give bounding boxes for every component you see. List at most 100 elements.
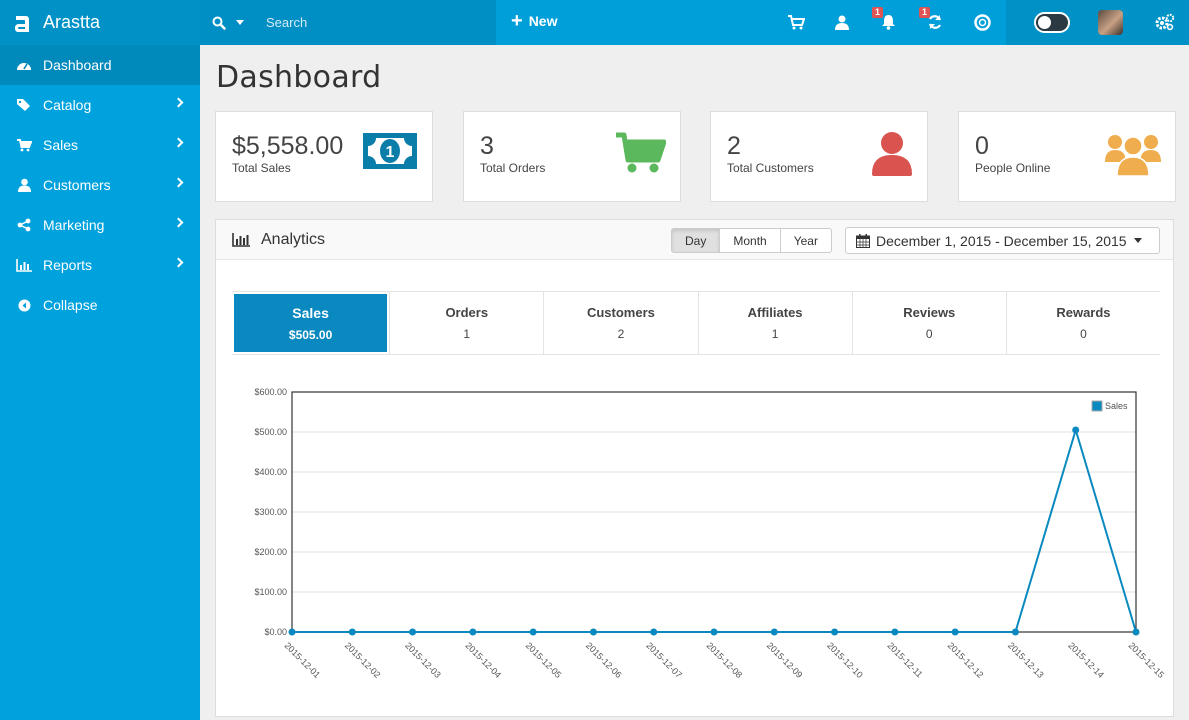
update-badge: 1 xyxy=(919,7,931,18)
search-icon[interactable] xyxy=(212,16,226,30)
cart-icon xyxy=(616,132,666,173)
cart-icon[interactable] xyxy=(785,11,807,33)
sidebar-item-reports[interactable]: Reports xyxy=(0,245,200,285)
sidebar-item-sales[interactable]: Sales xyxy=(0,125,200,165)
tab-name: Sales xyxy=(292,304,329,321)
stat-card-total-orders[interactable]: 3 Total Orders xyxy=(463,111,681,202)
tab-value: 0 xyxy=(1080,327,1087,341)
y-tick-label: $0.00 xyxy=(264,627,287,637)
data-point xyxy=(589,628,597,636)
new-button-label: New xyxy=(528,13,558,29)
stat-label: Total Customers xyxy=(727,161,814,175)
sidebar-item-collapse[interactable]: Collapse xyxy=(0,285,200,325)
tab-value: 2 xyxy=(617,327,625,341)
analytics-title: Analytics xyxy=(261,231,326,248)
svg-text:1: 1 xyxy=(386,144,395,161)
sidebar-item-marketing[interactable]: Marketing xyxy=(0,205,200,245)
stat-card-total-sales[interactable]: $5,558.00 Total Sales 1 xyxy=(215,111,433,202)
sidebar-item-label: Customers xyxy=(43,177,111,193)
x-tick-label: 2015-12-13 xyxy=(1006,640,1046,680)
chevron-right-icon xyxy=(173,177,184,188)
tab-name: Rewards xyxy=(1056,305,1111,320)
tab-value: 0 xyxy=(925,327,933,341)
tab-reviews[interactable]: Reviews 0 xyxy=(851,292,1006,354)
top-bar: Arastta Search + New 1 1 xyxy=(0,0,1189,45)
lifebuoy-icon[interactable] xyxy=(971,11,993,33)
tab-value: $505.00 xyxy=(288,327,333,342)
avatar[interactable] xyxy=(1098,10,1123,35)
chevron-right-icon xyxy=(173,217,184,228)
bell-icon[interactable]: 1 xyxy=(872,7,899,33)
mode-toggle[interactable] xyxy=(1034,12,1070,33)
x-tick-label: 2015-12-15 xyxy=(1127,640,1167,680)
data-point xyxy=(469,628,477,636)
sidebar-item-label: Collapse xyxy=(43,297,98,313)
tab-orders[interactable]: Orders 1 xyxy=(389,292,543,354)
sidebar-item-customers[interactable]: Customers xyxy=(0,165,200,205)
y-tick-label: $600.00 xyxy=(254,387,287,397)
sidebar-item-label: Marketing xyxy=(43,217,105,233)
stat-value: 0 xyxy=(975,132,989,160)
y-tick-label: $400.00 xyxy=(254,467,287,477)
data-point xyxy=(288,628,296,636)
sidebar-item-dashboard[interactable]: Dashboard xyxy=(0,45,200,85)
analytics-panel-header: Analytics Day Month Year December 1, 201… xyxy=(216,220,1173,260)
data-point xyxy=(891,628,899,636)
stat-value: 3 xyxy=(480,132,494,160)
metric-tabs: Sales $505.00 Orders 1 Customers 2 Affil… xyxy=(232,291,1160,355)
data-point xyxy=(1011,628,1019,636)
sidebar-item-label: Catalog xyxy=(43,97,92,113)
x-tick-label: 2015-12-02 xyxy=(343,640,383,680)
tab-name: Customers xyxy=(586,305,655,320)
tab-customers[interactable]: Customers 2 xyxy=(543,292,697,354)
tab-rewards[interactable]: Rewards 0 xyxy=(1005,292,1160,354)
share-icon xyxy=(16,217,32,233)
bar-chart-icon xyxy=(232,233,250,247)
range-year-button[interactable]: Year xyxy=(779,228,832,253)
chevron-down-icon xyxy=(1133,238,1142,243)
x-tick-label: 2015-12-09 xyxy=(765,640,805,680)
x-tick-label: 2015-12-11 xyxy=(885,640,924,679)
chevron-down-icon[interactable] xyxy=(236,20,244,25)
data-point xyxy=(650,628,658,636)
tags-icon xyxy=(16,97,32,113)
stat-value: $5,558.00 xyxy=(232,132,344,160)
stat-label: Total Orders xyxy=(480,161,546,175)
sidebar-item-label: Dashboard xyxy=(43,57,112,73)
user-icon xyxy=(872,132,912,176)
cart-icon xyxy=(16,137,32,153)
sidebar-item-catalog[interactable]: Catalog xyxy=(0,85,200,125)
bar-chart-icon xyxy=(16,257,32,273)
x-tick-label: 2015-12-08 xyxy=(705,640,745,680)
data-point xyxy=(1072,426,1080,434)
tab-sales[interactable]: Sales $505.00 xyxy=(234,294,388,352)
range-day-button[interactable]: Day xyxy=(671,228,721,253)
y-tick-label: $300.00 xyxy=(254,507,287,517)
date-range-picker[interactable]: December 1, 2015 - December 15, 2015 xyxy=(845,227,1160,254)
range-button-group: Day Month Year xyxy=(671,228,832,253)
y-tick-label: $500.00 xyxy=(254,427,287,437)
user-icon[interactable] xyxy=(831,11,853,33)
sales-chart-container: $0.00 $100.00 $200.00 $300.00 $400.00 $500.00… xyxy=(216,370,1173,720)
stat-label: People Online xyxy=(975,161,1051,175)
brand-logo[interactable]: Arastta xyxy=(0,0,200,45)
new-button[interactable]: + New xyxy=(511,11,558,31)
sidebar: Dashboard Catalog Sales Customers Market… xyxy=(0,45,200,720)
stat-card-total-customers[interactable]: 2 Total Customers xyxy=(710,111,928,202)
brand-name: Arastta xyxy=(43,12,101,32)
stat-card-people-online[interactable]: 0 People Online xyxy=(958,111,1176,202)
range-month-button[interactable]: Month xyxy=(719,228,781,253)
y-tick-label: $200.00 xyxy=(254,547,287,557)
chevron-right-icon xyxy=(173,97,184,108)
notification-badge: 1 xyxy=(872,7,884,18)
search-bar[interactable]: Search xyxy=(200,0,496,45)
chevron-right-icon xyxy=(173,257,184,268)
tab-affiliates[interactable]: Affiliates 1 xyxy=(697,292,852,354)
gears-icon[interactable] xyxy=(1154,11,1176,33)
x-tick-label: 2015-12-01 xyxy=(283,640,323,680)
search-input[interactable]: Search xyxy=(266,15,308,30)
data-point xyxy=(348,628,356,636)
money-icon: 1 xyxy=(363,133,417,169)
x-tick-label: 2015-12-04 xyxy=(463,640,503,680)
refresh-icon[interactable]: 1 xyxy=(919,7,946,33)
